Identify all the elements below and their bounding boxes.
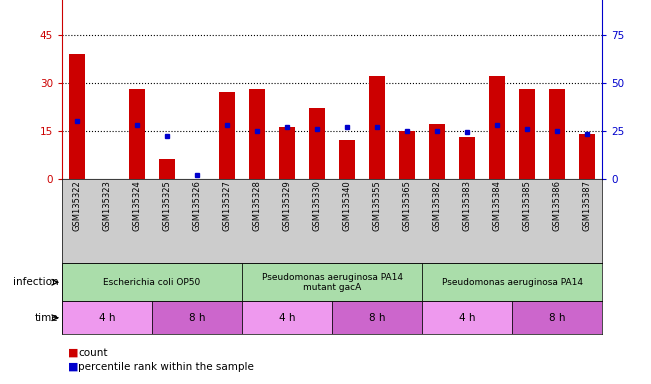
Text: count: count bbox=[78, 348, 107, 358]
Text: GSM135384: GSM135384 bbox=[493, 180, 502, 231]
Text: GSM135324: GSM135324 bbox=[132, 180, 141, 231]
Bar bbox=[549, 89, 566, 179]
Text: GSM135387: GSM135387 bbox=[583, 180, 592, 231]
Text: time: time bbox=[35, 313, 59, 323]
Bar bbox=[152, 301, 242, 334]
Text: GSM135326: GSM135326 bbox=[193, 180, 201, 231]
Bar bbox=[279, 127, 296, 179]
Bar bbox=[332, 301, 422, 334]
Bar bbox=[68, 54, 85, 179]
Text: infection: infection bbox=[13, 277, 59, 287]
Text: GSM135383: GSM135383 bbox=[463, 180, 471, 231]
Bar bbox=[399, 131, 415, 179]
Bar bbox=[519, 89, 535, 179]
Bar bbox=[309, 108, 326, 179]
Text: GSM135386: GSM135386 bbox=[553, 180, 562, 231]
Text: 8 h: 8 h bbox=[189, 313, 205, 323]
Bar bbox=[249, 89, 265, 179]
Text: 4 h: 4 h bbox=[98, 313, 115, 323]
Text: ■: ■ bbox=[68, 362, 79, 372]
Text: GSM135365: GSM135365 bbox=[402, 180, 411, 231]
Text: GSM135330: GSM135330 bbox=[312, 180, 322, 231]
Text: 8 h: 8 h bbox=[549, 313, 566, 323]
Bar bbox=[242, 263, 422, 301]
Bar bbox=[579, 134, 596, 179]
Bar bbox=[459, 137, 475, 179]
Bar bbox=[62, 263, 242, 301]
Text: percentile rank within the sample: percentile rank within the sample bbox=[78, 362, 254, 372]
Text: GSM135385: GSM135385 bbox=[523, 180, 532, 231]
Bar bbox=[339, 140, 355, 179]
Text: ■: ■ bbox=[68, 348, 79, 358]
Text: Pseudomonas aeruginosa PA14: Pseudomonas aeruginosa PA14 bbox=[441, 278, 583, 287]
Bar bbox=[489, 76, 505, 179]
Text: GSM135340: GSM135340 bbox=[342, 180, 352, 231]
Text: Pseudomonas aeruginosa PA14
mutant gacA: Pseudomonas aeruginosa PA14 mutant gacA bbox=[262, 273, 402, 292]
Text: GSM135329: GSM135329 bbox=[283, 180, 292, 231]
Bar bbox=[422, 301, 512, 334]
Text: GSM135355: GSM135355 bbox=[372, 180, 381, 231]
Text: GSM135327: GSM135327 bbox=[223, 180, 232, 231]
Text: GSM135325: GSM135325 bbox=[162, 180, 171, 231]
Bar bbox=[422, 263, 602, 301]
Text: 8 h: 8 h bbox=[368, 313, 385, 323]
Bar bbox=[512, 301, 602, 334]
Bar bbox=[159, 159, 175, 179]
Text: 4 h: 4 h bbox=[279, 313, 296, 323]
Bar bbox=[429, 124, 445, 179]
Bar bbox=[368, 76, 385, 179]
Bar bbox=[62, 301, 152, 334]
Text: GSM135328: GSM135328 bbox=[253, 180, 262, 231]
Text: GSM135382: GSM135382 bbox=[432, 180, 441, 231]
Text: Escherichia coli OP50: Escherichia coli OP50 bbox=[104, 278, 201, 287]
Text: 4 h: 4 h bbox=[459, 313, 475, 323]
Text: GSM135323: GSM135323 bbox=[102, 180, 111, 231]
Bar bbox=[129, 89, 145, 179]
Text: GSM135322: GSM135322 bbox=[72, 180, 81, 231]
Bar bbox=[242, 301, 332, 334]
Bar bbox=[219, 92, 235, 179]
